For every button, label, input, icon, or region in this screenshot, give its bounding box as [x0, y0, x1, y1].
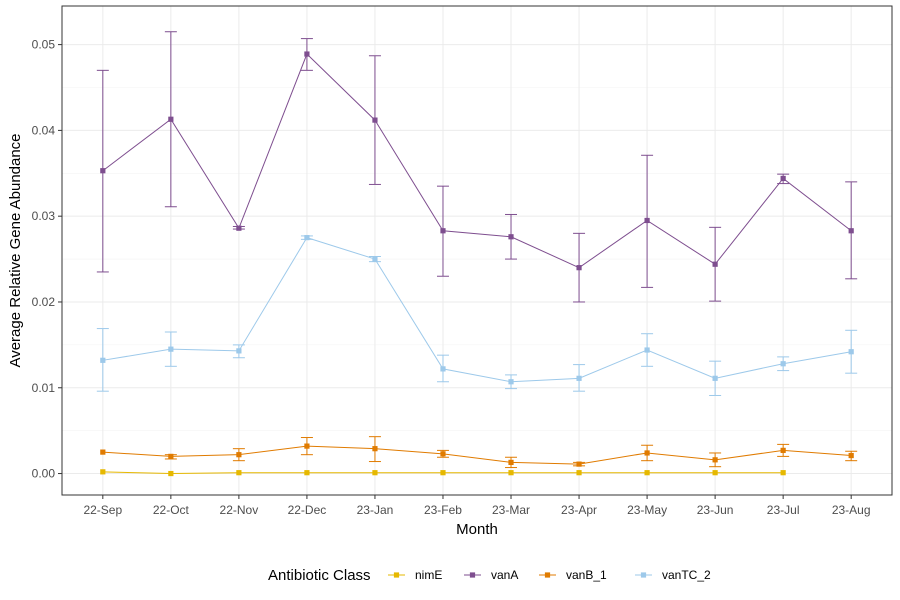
x-tick-label: 22-Nov: [220, 503, 259, 517]
data-point-vantc-2: [100, 357, 106, 363]
x-tick-label: 23-Jul: [767, 503, 800, 517]
grid-lines: [62, 6, 892, 495]
data-point-vana: [848, 228, 854, 234]
data-point-nime: [780, 470, 786, 476]
data-point-vantc-2: [780, 361, 786, 367]
x-tick-label: 23-May: [627, 503, 667, 517]
data-point-vana: [644, 217, 650, 224]
legend-title: Antibiotic Class: [268, 567, 371, 584]
data-point-vana: [508, 234, 514, 240]
x-tick-label: 22-Sep: [83, 503, 122, 517]
data-point-vantc-2: [576, 375, 582, 381]
y-tick-label: 0.04: [32, 123, 56, 137]
data-point-nime: [440, 470, 446, 476]
series-vantc-2: [96, 235, 858, 396]
data-point-nime: [576, 470, 582, 476]
data-point-vanb-1: [508, 459, 514, 465]
data-point-vana: [712, 261, 718, 267]
data-point-vana: [168, 116, 174, 122]
data-point-vanb-1: [644, 450, 650, 456]
data-point-vanb-1: [304, 443, 310, 449]
x-tick-label: 23-Feb: [424, 503, 462, 517]
series-line-vana: [102, 53, 852, 269]
data-point-vana: [576, 265, 582, 271]
data-point-vantc-2: [848, 349, 854, 355]
y-tick-label: 0.02: [32, 295, 56, 309]
data-point-vana: [780, 175, 786, 182]
legend-item-nime: nimE: [388, 568, 442, 582]
series-vana: [96, 31, 858, 303]
data-point-vana: [100, 168, 106, 174]
data-point-nime: [236, 470, 242, 476]
data-point-vanb-1: [168, 453, 174, 459]
data-point-nime: [304, 470, 310, 476]
data-point-nime: [372, 470, 378, 476]
data-point-vantc-2: [168, 346, 174, 352]
data-point-vana: [372, 117, 378, 123]
series-line-vanb-1: [102, 445, 852, 465]
data-point-vana: [236, 225, 242, 231]
x-axis-title: Month: [456, 521, 498, 538]
x-tick-label: 23-Mar: [492, 503, 530, 517]
axis-ticks: 0.00 0.01 0.02 0.03 0.04 0.05 22-Sep 22-Oct 22-N…: [32, 38, 871, 517]
data-point-vana: [440, 228, 446, 234]
data-point-vantc-2: [304, 235, 310, 241]
legend-key-marker-vana: [469, 572, 476, 578]
data-point-vantc-2: [644, 347, 650, 353]
data-point-vantc-2: [236, 348, 242, 354]
legend-key-marker-vantc-2: [640, 572, 647, 578]
data-point-vantc-2: [508, 379, 514, 385]
x-tick-label: 22-Oct: [153, 503, 190, 517]
data-point-nime: [644, 470, 650, 476]
x-tick-label: 23-Apr: [561, 503, 597, 517]
series-line-vantc-2: [102, 237, 852, 383]
x-tick-label: 23-Aug: [832, 503, 871, 517]
legend-label-vanb-1: vanB_1: [566, 568, 607, 582]
data-point-vanb-1: [100, 449, 106, 455]
x-tick-label: 22-Dec: [288, 503, 327, 517]
series-nime: [100, 469, 786, 477]
data-point-nime: [168, 470, 174, 477]
data-point-vanb-1: [712, 457, 718, 463]
data-point-vanb-1: [440, 451, 446, 457]
series-layer: [96, 31, 858, 477]
legend-label-vantc-2: vanTC_2: [662, 568, 711, 582]
data-point-nime: [100, 469, 106, 475]
data-point-vantc-2: [440, 366, 446, 372]
legend: Antibiotic Class nimE vanA vanB_1 vanTC_2: [268, 567, 711, 584]
data-point-vanb-1: [576, 461, 582, 467]
legend-item-vanb-1: vanB_1: [539, 568, 607, 582]
legend-label-nime: nimE: [415, 568, 442, 582]
y-axis-title: Average Relative Gene Abundance: [7, 133, 24, 367]
legend-key-marker-vanb-1: [544, 572, 551, 578]
y-tick-label: 0.00: [32, 467, 56, 481]
data-point-vana: [304, 51, 310, 57]
data-point-vanb-1: [236, 452, 242, 458]
data-point-vantc-2: [712, 375, 718, 381]
y-tick-label: 0.01: [32, 381, 56, 395]
legend-item-vana: vanA: [464, 568, 518, 582]
plot-panel-border: [61, 5, 893, 496]
series-vanb-1: [100, 436, 858, 469]
y-tick-label: 0.05: [32, 38, 56, 52]
data-point-vanb-1: [848, 452, 854, 459]
legend-key-marker-nime: [393, 572, 400, 578]
x-tick-label: 23-Jan: [357, 503, 394, 517]
data-point-vanb-1: [372, 446, 378, 452]
x-tick-label: 23-Jun: [697, 503, 734, 517]
legend-label-vana: vanA: [491, 568, 518, 582]
y-tick-label: 0.03: [32, 209, 56, 223]
data-point-nime: [508, 470, 514, 476]
legend-item-vantc-2: vanTC_2: [635, 568, 711, 582]
data-point-vanb-1: [780, 447, 786, 453]
data-point-nime: [712, 470, 718, 476]
data-point-vantc-2: [372, 256, 378, 262]
